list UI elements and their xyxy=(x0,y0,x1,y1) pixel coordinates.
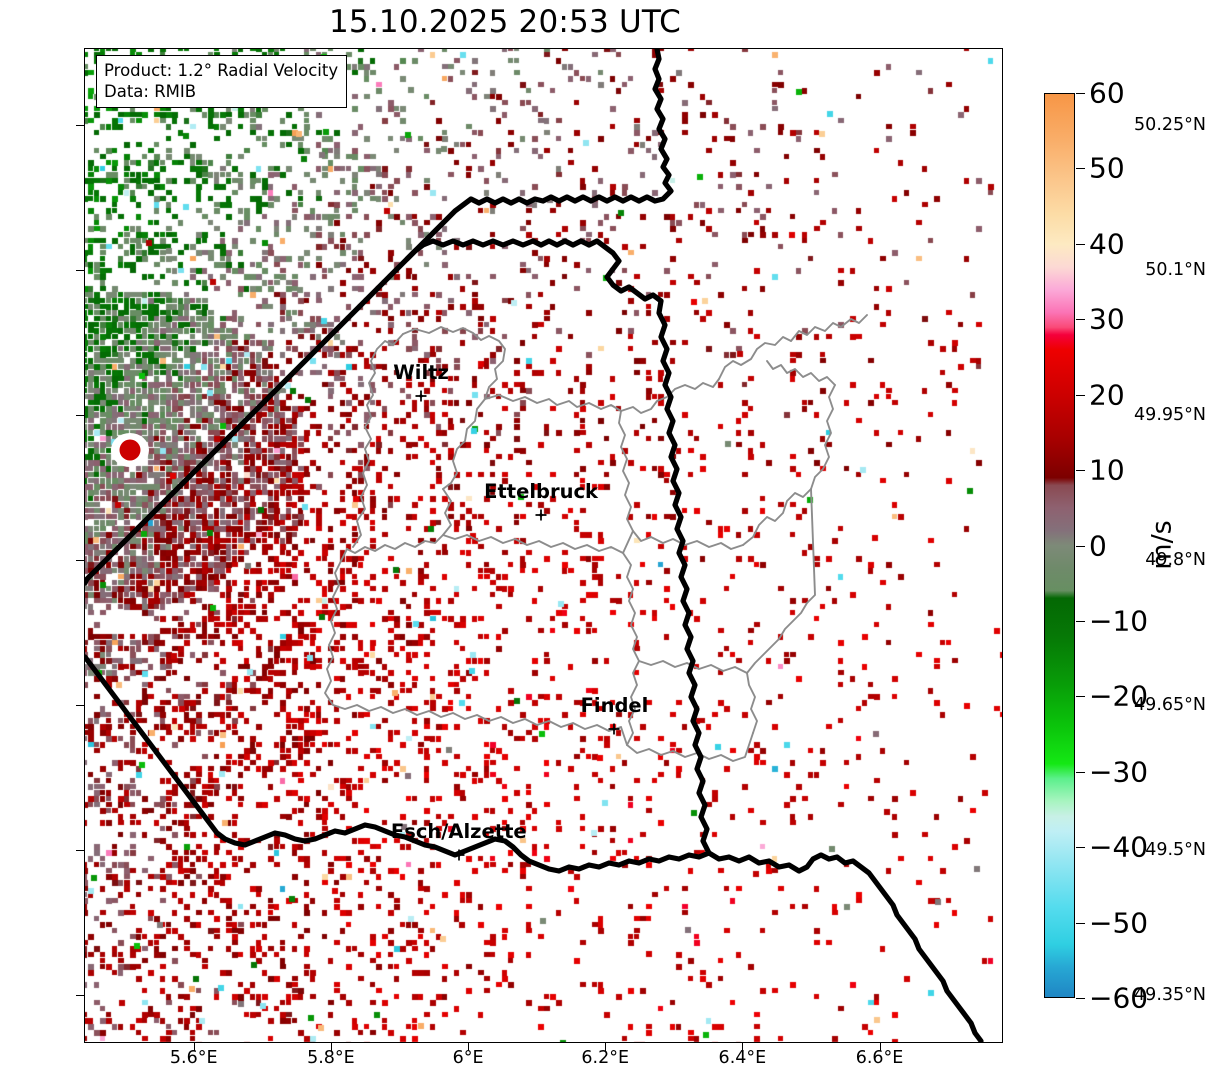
colorbar-tick-mark xyxy=(1076,771,1085,773)
colorbar-tick-mark xyxy=(1076,998,1085,999)
colorbar-tick-mark xyxy=(1076,93,1085,94)
city-label: Esch/Alzette xyxy=(390,820,527,844)
colorbar-tick-label: −10 xyxy=(1089,604,1149,638)
longitude-tick-label: 5.8°E xyxy=(307,1048,355,1068)
city-label: Wiltz xyxy=(393,361,449,385)
colorbar-tick-label: −20 xyxy=(1089,679,1149,713)
tick-mark-latitude xyxy=(76,415,84,417)
national-borders xyxy=(85,49,984,1042)
colorbar-unit-label: m/s xyxy=(1146,520,1178,570)
colorbar-tick-label: 10 xyxy=(1089,453,1125,487)
colorbar-tick-label: 30 xyxy=(1089,302,1125,336)
radar-velocity-field xyxy=(85,49,1002,1042)
city-marker-icon xyxy=(535,509,548,522)
colorbar-tick-mark xyxy=(1076,545,1085,547)
tick-mark-longitude xyxy=(330,1043,332,1051)
tick-mark-latitude xyxy=(76,704,84,706)
latitude-tick-label: 50.25°N xyxy=(1134,115,1206,136)
city-label: Ettelbruck xyxy=(484,480,598,504)
tick-mark-latitude xyxy=(76,270,84,272)
tick-mark-latitude xyxy=(76,125,84,127)
radar-site-marker[interactable] xyxy=(119,439,141,461)
colorbar-gradient xyxy=(1045,94,1074,997)
tick-mark-latitude xyxy=(76,994,84,996)
latitude-tick-label: 50.1°N xyxy=(1145,260,1206,281)
colorbar-tick-label: 20 xyxy=(1089,378,1125,412)
tick-mark-longitude xyxy=(605,1043,607,1051)
colorbar-tick-label: −50 xyxy=(1089,906,1149,940)
colorbar-tick-label: 0 xyxy=(1089,529,1107,562)
product-info-box: Product: 1.2° Radial Velocity Data: RMIB xyxy=(96,55,348,109)
latitude-tick-label: 49.8°N xyxy=(1145,549,1206,570)
colorbar-tick-mark xyxy=(1076,243,1085,245)
colorbar-tick-mark xyxy=(1076,470,1085,472)
colorbar-tick-mark xyxy=(1076,847,1085,849)
longitude-tick-label: 6°E xyxy=(452,1048,484,1068)
colorbar-tick-label: 40 xyxy=(1089,227,1125,261)
longitude-tick-label: 5.6°E xyxy=(169,1048,218,1068)
tick-mark-longitude xyxy=(742,1043,744,1051)
tick-mark-latitude xyxy=(76,849,84,851)
map-borders xyxy=(85,49,984,1042)
colorbar-tick-label: 60 xyxy=(1089,76,1125,110)
district-boundaries xyxy=(324,314,868,762)
colorbar-tick-mark xyxy=(1076,319,1085,321)
data-source-line: Data: RMIB xyxy=(104,82,197,102)
colorbar-tick-mark xyxy=(1076,922,1085,924)
radar-map-plot[interactable]: Wiltz Ettelbruck Findel Esch/Alzette Produc… xyxy=(84,48,1003,1043)
city-marker-icon xyxy=(608,722,621,735)
velocity-colorbar[interactable] xyxy=(1044,93,1075,998)
tick-mark-longitude xyxy=(468,1043,470,1051)
colorbar-tick-label: 50 xyxy=(1089,151,1125,185)
longitude-tick-label: 6.2°E xyxy=(581,1048,630,1068)
colorbar-tick-label: −30 xyxy=(1089,755,1149,789)
latitude-tick-label: 49.95°N xyxy=(1134,405,1206,426)
page-title: 15.10.2025 20:53 UTC xyxy=(329,4,681,40)
city-marker-icon xyxy=(415,390,428,403)
latitude-tick-label: 49.35°N xyxy=(1134,984,1206,1005)
product-line: Product: 1.2° Radial Velocity xyxy=(104,61,339,80)
colorbar-tick-mark xyxy=(1076,696,1085,698)
colorbar-tick-mark xyxy=(1076,168,1085,170)
colorbar-tick-mark xyxy=(1076,394,1085,396)
colorbar-tick-mark xyxy=(1076,620,1085,622)
city-marker-icon xyxy=(452,849,465,862)
tick-mark-latitude xyxy=(76,559,84,561)
colorbar-tick-label: −60 xyxy=(1089,981,1149,1015)
longitude-tick-label: 6.4°E xyxy=(718,1048,767,1068)
latitude-tick-label: 49.65°N xyxy=(1134,694,1206,715)
longitude-tick-label: 6.6°E xyxy=(855,1048,904,1068)
plot-clip: Wiltz Ettelbruck Findel Esch/Alzette xyxy=(85,49,1002,1042)
city-label: Findel xyxy=(580,693,649,717)
latitude-tick-label: 49.5°N xyxy=(1145,839,1206,860)
tick-mark-longitude xyxy=(193,1043,195,1051)
colorbar-tick-label: −40 xyxy=(1089,830,1149,864)
tick-mark-longitude xyxy=(879,1043,881,1051)
